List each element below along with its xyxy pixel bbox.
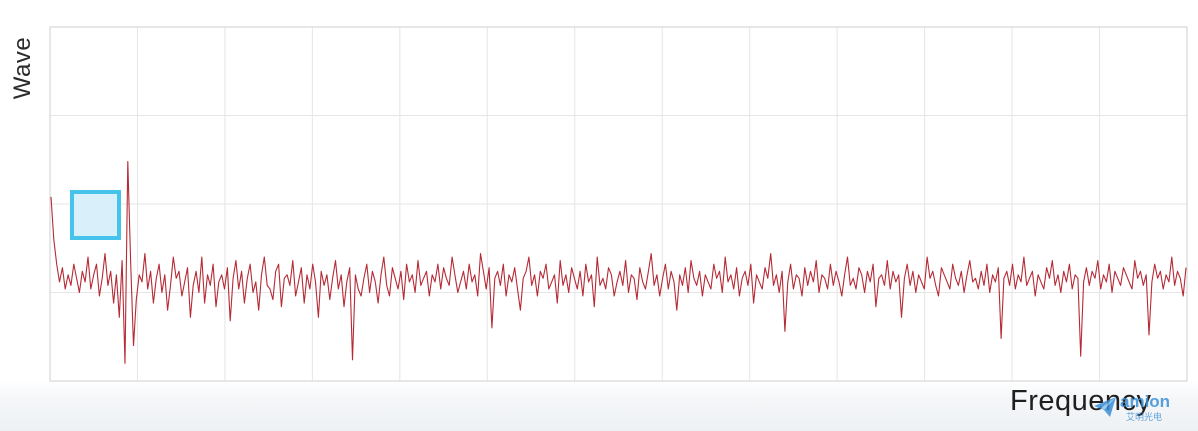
brand-logo: amion 艾明光电 <box>1092 392 1188 424</box>
brand-subtitle: 艾明光电 <box>1126 412 1163 422</box>
highlight-box <box>70 190 121 240</box>
grid-lines <box>50 27 1187 381</box>
y-axis-label: Wave <box>6 32 40 104</box>
plot-frame <box>49 26 1188 382</box>
series-line-wave <box>50 160 1187 364</box>
y-axis-label-text: Wave <box>9 36 36 100</box>
paper-plane-logo-icon <box>1094 397 1116 417</box>
x-axis-label: Frequency <box>1010 385 1152 417</box>
brand-wordmark: amion <box>1120 392 1171 411</box>
